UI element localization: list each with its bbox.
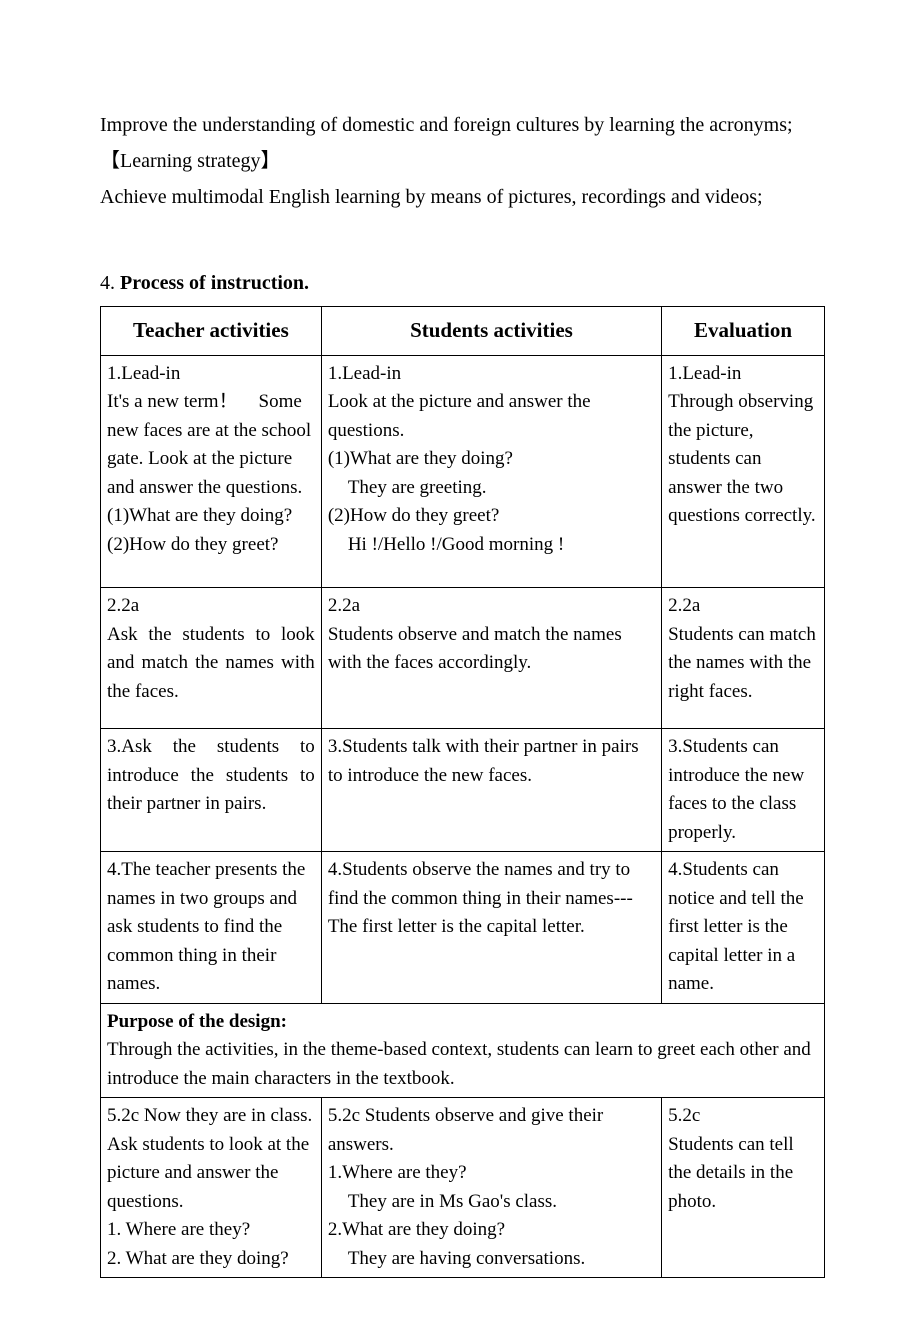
cell-evaluation: 4.Students can notice and tell the first… [662,852,825,1004]
purpose-row: Purpose of the design: Through the activ… [101,1003,825,1098]
cell-evaluation: 1.Lead-in Through observing the picture,… [662,355,825,588]
table-row: 4.The teacher presents the names in two … [101,852,825,1004]
cell-evaluation: 5.2c Students can tell the details in th… [662,1098,825,1278]
cell-evaluation: 3.Students can introduce the new faces t… [662,729,825,852]
section-title: Process of instruction. [120,272,309,294]
cell-student: 1.Lead-in Look at the picture and answer… [321,355,661,588]
header-evaluation: Evaluation [662,307,825,356]
table-row: 1.Lead-in It's a new term！ Some new face… [101,355,825,588]
cell-student: 2.2a Students observe and match the name… [321,588,661,729]
cell-teacher: 5.2c Now they are in class. Ask students… [101,1098,322,1278]
table-header-row: Teacher activities Students activities E… [101,307,825,356]
cell-teacher: 4.The teacher presents the names in two … [101,852,322,1004]
purpose-heading: Purpose of the design: [107,1011,287,1032]
cell-student: 4.Students observe the names and try to … [321,852,661,1004]
learning-strategy-heading: 【Learning strategy】 [100,146,825,176]
purpose-cell: Purpose of the design: Through the activ… [101,1003,825,1098]
section-heading: 4. Process of instruction. [100,268,825,298]
table-row: 3.Ask the students to introduce the stud… [101,729,825,852]
section-number: 4. [100,272,115,294]
header-students: Students activities [321,307,661,356]
header-teacher: Teacher activities [101,307,322,356]
cell-teacher: 3.Ask the students to introduce the stud… [101,729,322,852]
table-row: 2.2a Ask the students to look and match … [101,588,825,729]
purpose-text: Through the activities, in the theme-bas… [107,1039,811,1089]
cell-student: 5.2c Students observe and give their ans… [321,1098,661,1278]
cell-evaluation: 2.2a Students can match the names with t… [662,588,825,729]
cell-teacher: 1.Lead-in It's a new term！ Some new face… [101,355,322,588]
cell-student: 3.Students talk with their partner in pa… [321,729,661,852]
learning-strategy-text: Achieve multimodal English learning by m… [100,182,825,212]
table-row: 5.2c Now they are in class. Ask students… [101,1098,825,1278]
culture-text: Improve the understanding of domestic an… [100,110,825,140]
cell-teacher: 2.2a Ask the students to look and match … [101,588,322,729]
instruction-table: Teacher activities Students activities E… [100,306,825,1278]
